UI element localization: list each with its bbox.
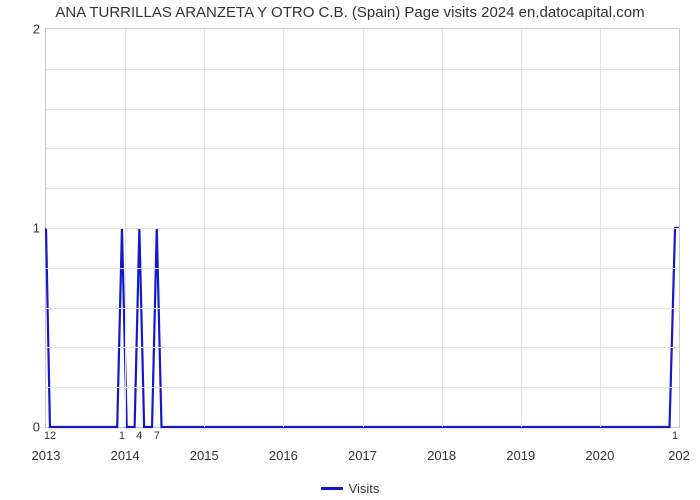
y-tick-label: 0 bbox=[10, 420, 40, 435]
gridline-h bbox=[46, 69, 679, 70]
x-tick-label: 2019 bbox=[506, 448, 535, 463]
gridline-h bbox=[46, 308, 679, 309]
x-tick-label: 2015 bbox=[190, 448, 219, 463]
chart-container: ANA TURRILLAS ARANZETA Y OTRO C.B. (Spai… bbox=[0, 0, 700, 500]
x-minor-label: 12 bbox=[44, 430, 56, 442]
gridline-h bbox=[46, 347, 679, 348]
legend: Visits bbox=[0, 480, 700, 496]
x-minor-label: 1 bbox=[119, 430, 125, 442]
gridline-h bbox=[46, 188, 679, 189]
x-tick-label: 2018 bbox=[427, 448, 456, 463]
x-tick-label: 202 bbox=[668, 448, 690, 463]
gridline-h bbox=[46, 268, 679, 269]
x-tick-label: 2014 bbox=[111, 448, 140, 463]
y-tick-label: 1 bbox=[10, 221, 40, 236]
x-minor-label: 1 bbox=[672, 430, 678, 442]
gridline-h bbox=[46, 387, 679, 388]
x-tick-label: 2017 bbox=[348, 448, 377, 463]
x-tick-label: 2013 bbox=[32, 448, 61, 463]
gridline-h bbox=[46, 148, 679, 149]
x-tick-label: 2020 bbox=[585, 448, 614, 463]
y-tick-label: 2 bbox=[10, 22, 40, 37]
gridline-h bbox=[46, 228, 679, 229]
gridline-h bbox=[46, 109, 679, 110]
chart-title: ANA TURRILLAS ARANZETA Y OTRO C.B. (Spai… bbox=[0, 4, 700, 21]
legend-label: Visits bbox=[349, 481, 380, 496]
x-tick-label: 2016 bbox=[269, 448, 298, 463]
plot-area bbox=[45, 28, 680, 428]
legend-swatch bbox=[321, 487, 343, 490]
x-minor-label: 4 bbox=[136, 430, 142, 442]
x-minor-label: 7 bbox=[154, 430, 160, 442]
